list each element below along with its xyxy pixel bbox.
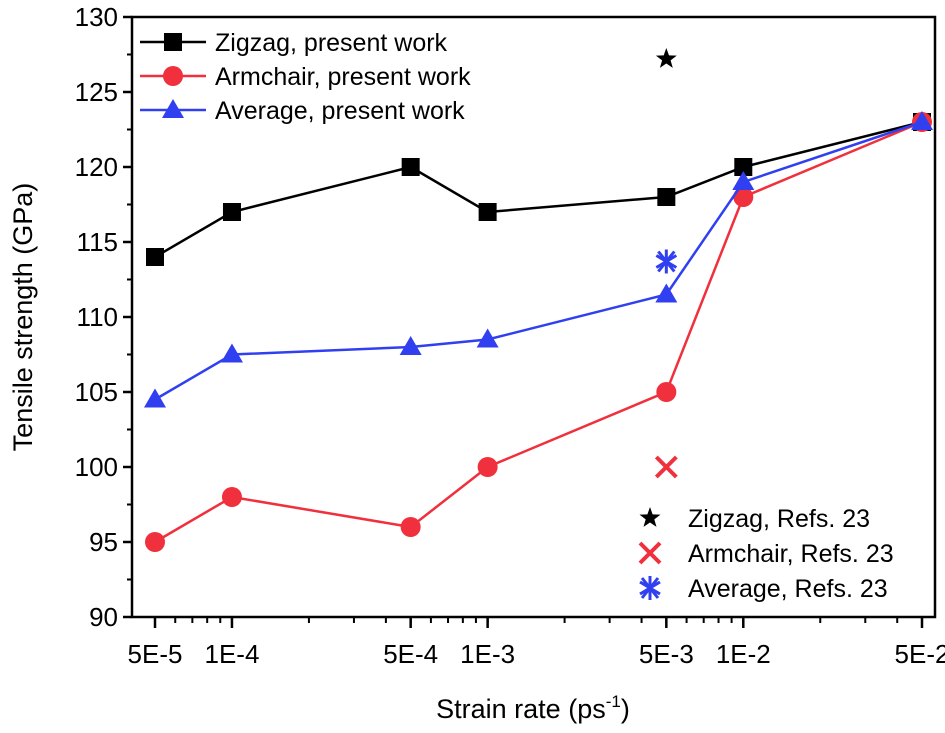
legend-entry: Zigzag, Refs. 23: [639, 505, 870, 533]
data-point-triangle: [655, 283, 678, 303]
data-point-triangle: [732, 171, 755, 190]
legend-entry: Average, Refs. 23: [639, 575, 888, 603]
y-tick-label: 95: [89, 527, 118, 557]
legend-marker-asterisk: [639, 576, 661, 600]
data-point-circle: [400, 517, 421, 537]
data-point-triangle: [911, 111, 933, 130]
data-point-circle: [145, 532, 165, 552]
legend-marker-triangle: [162, 99, 184, 118]
series-square: [146, 113, 931, 266]
y-tick-label: 130: [75, 2, 118, 32]
reference-point-star: [655, 48, 677, 68]
legend-label: Zigzag, Refs. 23: [688, 505, 870, 533]
x-tick-label: 1E-3: [460, 639, 515, 669]
series-line: [154, 120, 923, 259]
data-point-circle: [477, 457, 498, 477]
y-axis-title: Tensile strength (GPa): [8, 183, 38, 452]
legend-marker-square: [164, 33, 182, 51]
data-point-triangle: [220, 343, 243, 363]
data-point-square: [222, 203, 241, 221]
legend-entry: Zigzag, present work: [140, 29, 448, 57]
legend-entry: Armchair, present work: [140, 63, 471, 91]
legend-label: Armchair, present work: [215, 63, 471, 91]
reference-point-asterisk: [655, 249, 678, 274]
data-point-circle: [221, 487, 242, 507]
legend-label: Zigzag, present work: [215, 29, 448, 57]
series-line: [154, 120, 923, 401]
x-tick-label: 5E-5: [128, 639, 183, 669]
legend-marker-star: [639, 507, 661, 527]
legend: Zigzag, present work Armchair, present wo…: [140, 29, 894, 603]
x-tick-label: 5E-4: [383, 639, 438, 669]
legend-label: Average, present work: [215, 97, 465, 125]
legend-entry: Average, present work: [140, 97, 465, 125]
y-tick-label: 125: [75, 77, 118, 107]
x-tick-label: 1E-4: [205, 639, 260, 669]
series-line: [154, 120, 923, 544]
series-triangle: [144, 111, 933, 408]
legend-entry: Armchair, Refs. 23: [638, 540, 894, 568]
plot-frame: [130, 15, 937, 619]
y-tick-label: 110: [77, 302, 118, 332]
x-tick-label: 5E-3: [639, 639, 694, 669]
legend-marker-x: [638, 541, 662, 565]
x-tick-label: 5E-2: [895, 639, 945, 669]
data-point-square: [401, 158, 420, 176]
series-layer: [144, 48, 933, 552]
y-tick-label: 100: [75, 452, 118, 482]
reference-point-x: [654, 455, 678, 479]
x-tick-label: 1E-2: [716, 639, 771, 669]
legend-marker-circle: [163, 66, 183, 86]
series-circle: [145, 112, 932, 552]
y-tick-label: 120: [75, 152, 118, 182]
legend-label: Armchair, Refs. 23: [688, 540, 894, 568]
data-point-circle: [656, 382, 677, 402]
y-tick-label: 105: [75, 377, 118, 407]
data-point-square: [146, 248, 164, 266]
axis-ticks: 90 95 100 105 110 115 120 125 130 5E-5 1E-4 5E-4 1E-…: [75, 2, 945, 669]
y-tick-label: 90: [89, 602, 118, 632]
data-point-circle: [733, 187, 754, 207]
data-point-square: [657, 188, 676, 206]
data-point-triangle: [399, 336, 422, 355]
y-tick-label: 115: [77, 227, 118, 257]
legend-label: Average, Refs. 23: [688, 575, 888, 603]
data-point-square: [478, 203, 497, 221]
data-point-triangle: [144, 388, 166, 408]
data-point-square: [734, 158, 753, 176]
x-axis-title: Strain rate (ps-1): [436, 692, 630, 724]
data-point-triangle: [476, 328, 499, 348]
